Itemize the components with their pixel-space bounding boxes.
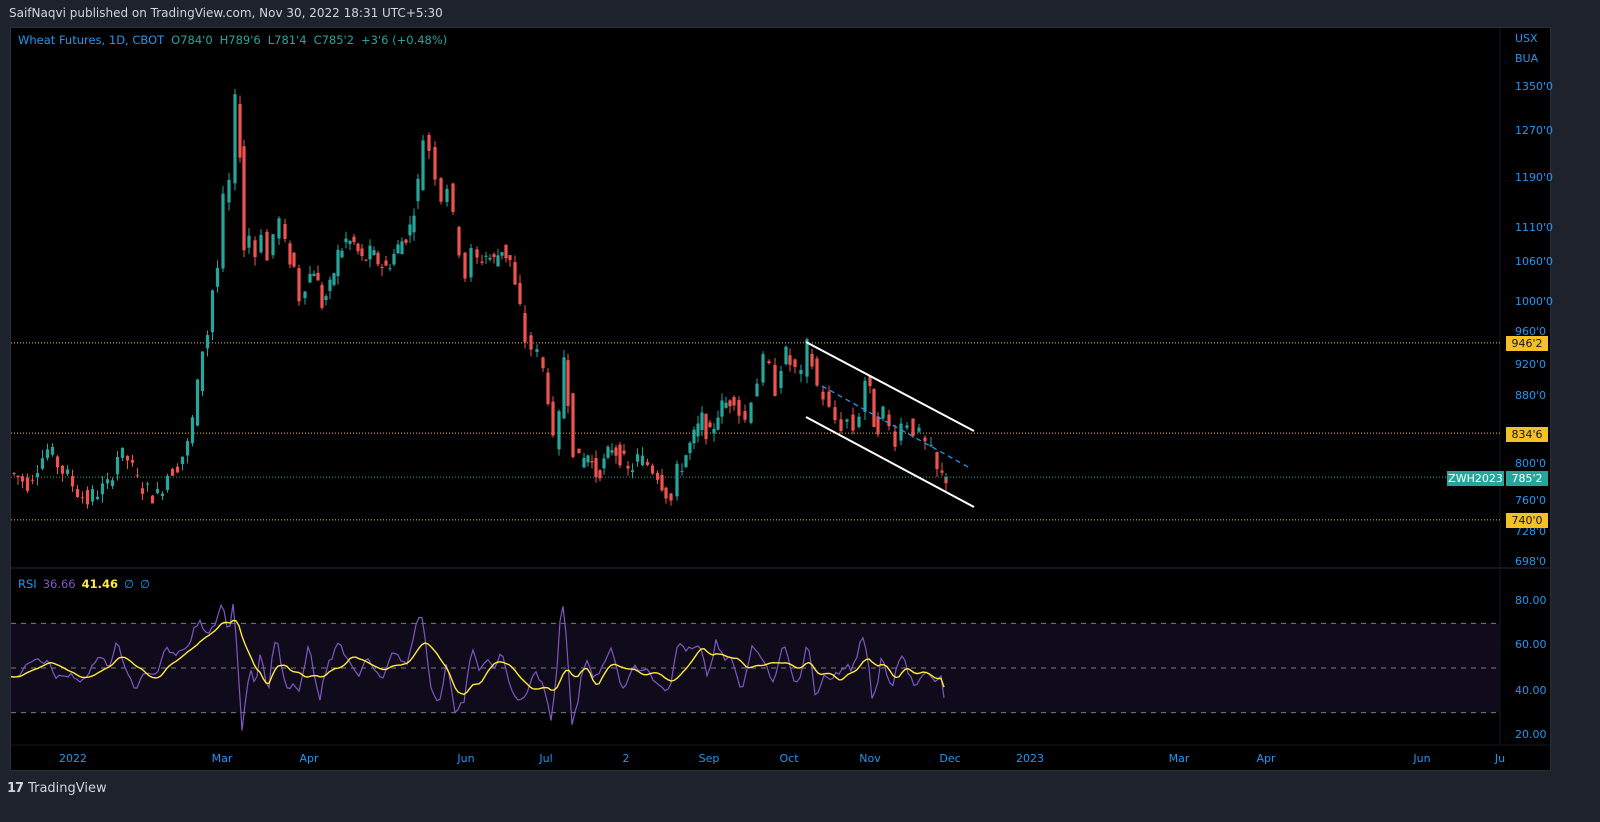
rsi-ma-line [10,619,945,696]
rsi-tick-label: 20.00 [1515,728,1547,741]
price-tick-label: 920'0 [1515,358,1547,371]
rsi-value: 36.66 [42,577,76,591]
rsi-name[interactable]: RSI [18,577,37,591]
legend-change: +3'6 (+0.48%) [361,33,448,47]
rsi-line [10,603,945,731]
time-axis-label: Apr [1256,752,1276,765]
price-tick-label: 880'0 [1515,389,1547,402]
channel-lower-line [805,416,975,508]
rsi-extra-2: ∅ [140,577,151,591]
price-tick-label: 728'0 [1515,525,1547,538]
price-level-tag: 834'6 [1506,427,1548,442]
time-axis-label: 2022 [59,752,87,765]
price-tick-label: 960'0 [1515,325,1547,338]
price-unit-line1: USX [1515,32,1538,45]
time-axis-label: Mar [211,752,233,765]
rsi-extra-1: ∅ [124,577,135,591]
price-tick-label: 760'0 [1515,494,1547,507]
symbol-title[interactable]: Wheat Futures, 1D, CBOT [18,33,165,47]
tradingview-brand: TradingView [28,781,107,796]
price-unit-line2: BUA [1515,52,1539,65]
price-tick-label: 698'0 [1515,555,1547,568]
rsi-tick-label: 40.00 [1515,684,1547,697]
price-tick-label: 1060'0 [1515,255,1554,268]
time-axis-label: Sep [698,752,720,765]
price-tick-label: 1270'0 [1515,124,1554,137]
price-tick-label: 1190'0 [1515,171,1554,184]
time-axis-label: Ju [1494,752,1506,765]
time-axis-label: Nov [859,752,881,765]
time-axis-label: 2 [622,752,630,765]
price-level-tag: 785'2 [1506,471,1548,486]
symbol-legend: Wheat Futures, 1D, CBOT O784'0 H789'6 L781'… [18,33,454,47]
time-axis-label: Oct [779,752,799,765]
tradingview-logo[interactable]: 17 TradingView [7,781,107,796]
time-axis-label: Jul [539,752,553,765]
price-tick-label: 1000'0 [1515,295,1554,308]
rsi-ma-value: 41.46 [81,577,119,591]
price-level-tag: 740'0 [1506,513,1548,528]
channel-midline [821,385,971,469]
rsi-tick-label: 80.00 [1515,594,1547,607]
rsi-legend: RSI 36.66 41.46 ∅ ∅ [18,577,156,591]
channel-upper-line [805,341,975,432]
price-tick-label: 1350'0 [1515,80,1554,93]
time-axis-label: Apr [299,752,319,765]
legend-open: O784'0 [171,33,213,47]
time-axis-label: Mar [1168,752,1190,765]
symbol-tag: ZWH2023 [1447,471,1504,486]
published-line: SaifNaqvi published on TradingView.com, … [9,6,443,20]
rsi-tick-label: 60.00 [1515,638,1547,651]
price-level-tag: 946'2 [1506,336,1548,351]
legend-close: C785'2 [313,33,355,47]
price-tick-label: 800'0 [1515,457,1547,470]
tradingview-logo-icon: 17 [7,781,24,796]
time-axis-label: 2023 [1016,752,1044,765]
time-axis-label: Jun [1413,752,1431,765]
legend-high: H789'6 [219,33,261,47]
time-axis-label: Jun [457,752,475,765]
time-axis-label: Dec [939,752,961,765]
price-tick-label: 1110'0 [1515,221,1554,234]
legend-low: L781'4 [267,33,307,47]
